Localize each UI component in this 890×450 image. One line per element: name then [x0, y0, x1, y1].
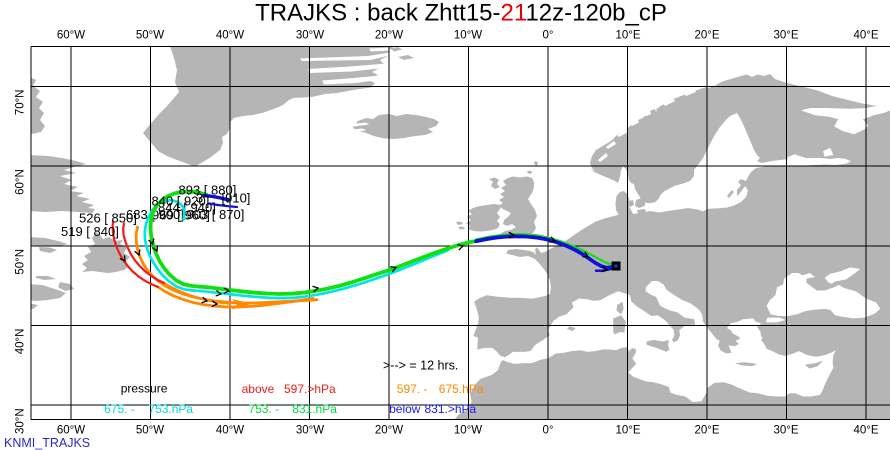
svg-text:10°W: 10°W: [454, 425, 482, 437]
svg-text:519 [ 840]: 519 [ 840]: [61, 224, 119, 239]
svg-text:844 [ 940]: 844 [ 940]: [158, 200, 216, 215]
svg-text:above: above: [242, 382, 275, 396]
svg-text:831.hPa: 831.hPa: [292, 402, 337, 416]
svg-text:below: below: [389, 402, 421, 416]
svg-text:40°W: 40°W: [216, 30, 244, 42]
svg-text:>--> = 12 hrs.: >--> = 12 hrs.: [383, 359, 458, 373]
svg-text:969 [ 960]: 969 [ 960]: [152, 208, 210, 223]
svg-text:40°N: 40°N: [15, 329, 27, 355]
svg-text:30°E: 30°E: [773, 425, 798, 437]
svg-text:20°E: 20°E: [694, 30, 719, 42]
svg-text:753.hPa: 753.hPa: [148, 402, 193, 416]
svg-text:10°W: 10°W: [454, 30, 482, 42]
svg-text:[910]: [910]: [222, 191, 251, 206]
svg-text:831.>hPa: 831.>hPa: [425, 402, 477, 416]
svg-text:10°E: 10°E: [615, 425, 640, 437]
svg-text:60°N: 60°N: [15, 169, 27, 195]
svg-text:40°W: 40°W: [216, 425, 244, 437]
svg-text:50°N: 50°N: [15, 249, 27, 275]
svg-text:20°W: 20°W: [375, 30, 403, 42]
svg-text:30°W: 30°W: [296, 30, 324, 42]
svg-text:TRAJKS : back Zhtt15-2112z-120: TRAJKS : back Zhtt15-2112z-120b_cP: [255, 0, 667, 27]
svg-text:675. -: 675. -: [104, 402, 135, 416]
svg-text:30°W: 30°W: [296, 425, 324, 437]
svg-text:40°E: 40°E: [853, 30, 878, 42]
svg-text:840 [ 920]: 840 [ 920]: [152, 194, 210, 209]
svg-text:675.hPa: 675.hPa: [439, 382, 484, 396]
svg-text:893 [ 880]: 893 [ 880]: [179, 183, 237, 198]
svg-text:0°: 0°: [543, 30, 554, 42]
svg-text:0°: 0°: [543, 425, 554, 437]
svg-text:50°W: 50°W: [136, 30, 164, 42]
svg-text:597. -: 597. -: [397, 382, 428, 396]
svg-text:3: 3: [196, 191, 203, 206]
svg-text:903 [ 870]: 903 [ 870]: [187, 207, 245, 222]
svg-text:753. -: 753. -: [248, 402, 279, 416]
svg-text:20°W: 20°W: [375, 425, 403, 437]
svg-text:60°W: 60°W: [57, 425, 85, 437]
svg-text:597.>hPa: 597.>hPa: [284, 382, 336, 396]
svg-text:683 [ 900]: 683 [ 900]: [126, 207, 184, 222]
svg-text:70°N: 70°N: [15, 90, 27, 116]
svg-text:10°E: 10°E: [615, 30, 640, 42]
svg-text:40°E: 40°E: [853, 425, 878, 437]
svg-text:526 [ 850]: 526 [ 850]: [79, 211, 137, 226]
svg-text:KNMI_TRAJKS: KNMI_TRAJKS: [4, 436, 90, 450]
svg-text:60°W: 60°W: [57, 30, 85, 42]
svg-text:50°W: 50°W: [136, 425, 164, 437]
svg-text:30°N: 30°N: [15, 408, 27, 434]
svg-text:30°E: 30°E: [773, 30, 798, 42]
svg-text:pressure: pressure: [121, 382, 168, 396]
svg-text:20°E: 20°E: [694, 425, 719, 437]
